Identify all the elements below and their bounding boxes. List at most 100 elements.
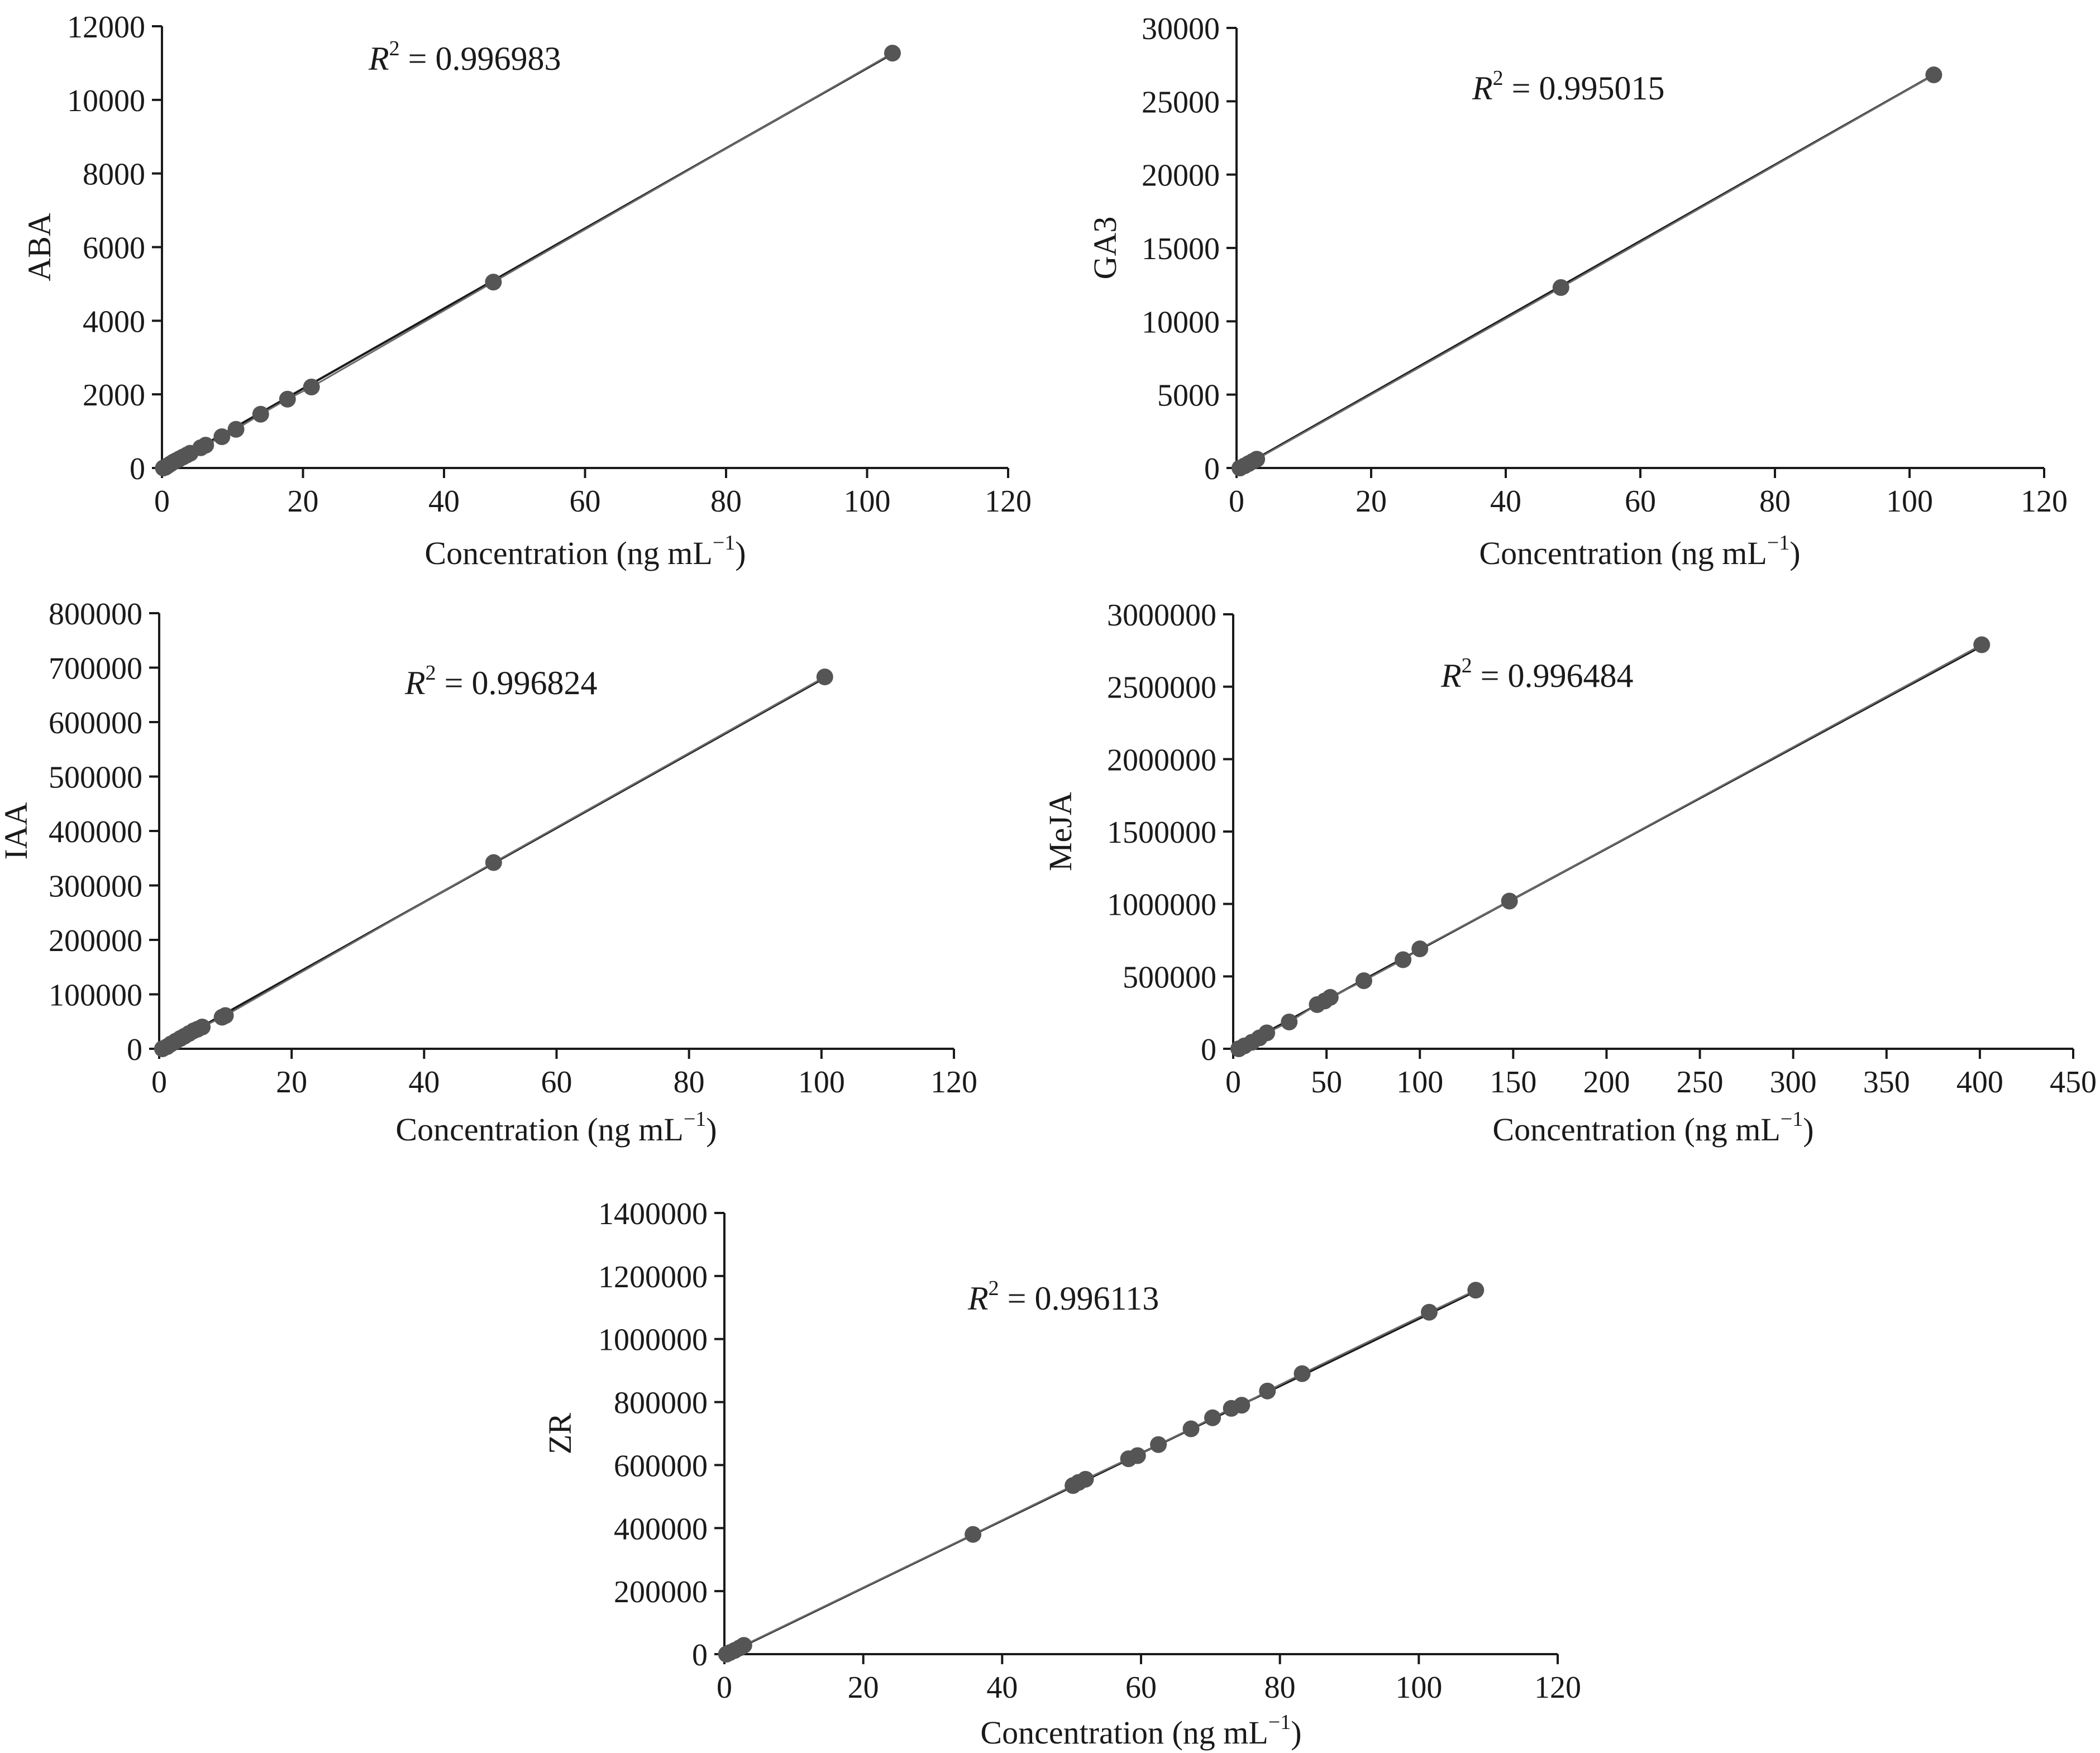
x-tick-label: 40 [428,484,460,519]
y-tick-label: 8000 [83,157,145,192]
y-tick-label: 20000 [1142,159,1220,193]
y-tick-label: 5000 [1157,379,1220,413]
data-point [1150,1436,1167,1453]
x-axis-title: Concentration (ng mL−1) [424,531,746,571]
x-tick-label: 0 [1225,1065,1241,1100]
x-tick-label: 60 [1625,484,1656,519]
r-squared-label: R2 = 0.996484 [1440,654,1634,694]
x-axis-title: Concentration (ng mL−1) [1479,531,1800,571]
data-point [1411,940,1429,958]
x-tick-label: 100 [1886,484,1933,519]
data-point [213,428,231,445]
x-tick-label: 80 [1759,484,1791,519]
x-tick-label: 120 [2021,484,2068,519]
data-point [1204,1409,1221,1426]
r-squared-label: R2 = 0.996824 [404,661,598,701]
panel-zr: 0 20 40 60 80 100 120 0 200000 400000 600000 800000… [542,1197,1581,1751]
x-axis-title-end: ) [1803,1111,1813,1148]
y-tick-label: 400000 [614,1512,708,1546]
data-point [735,1637,752,1654]
data-point [1925,66,1942,84]
data-point [1258,1024,1276,1042]
y-axis-title-meja: MeJA [1042,792,1078,871]
y-tick-label: 600000 [49,706,142,741]
r-squared-label: R2 = 0.995015 [1472,66,1665,107]
x-tick-label: 20 [848,1670,879,1705]
y-tick-label: 6000 [83,231,145,266]
r-squared-value: = 0.996484 [1472,657,1634,694]
data-point [485,854,502,871]
x-axis-title: Concentration (ng mL−1) [1492,1107,1813,1148]
data-point [1420,1303,1438,1321]
y-tick-label: 2500000 [1107,671,1216,705]
x-tick-label: 60 [1125,1670,1157,1705]
x-tick-label: 20 [1356,484,1387,519]
y-tick-label: 1200000 [598,1260,708,1295]
r-squared-value: = 0.995015 [1504,70,1665,107]
y-tick-label: 1500000 [1107,815,1216,850]
x-tick-label: 400 [1956,1065,2003,1100]
panel-aba: 0 20 40 60 80 100 120 0 2000 4000 6000 8000 10000 120… [21,10,1032,571]
y-tick-label: 0 [692,1638,708,1673]
x-tick-label: 0 [1229,484,1244,519]
data-point [227,421,245,438]
y-tick-label: 400000 [49,815,142,849]
panel-meja: 0 50 100 150 200 250 300 350 400 450 0 500000 100000… [1042,598,2097,1148]
y-tick-label: 0 [127,1033,142,1067]
y-tick-label: 600000 [614,1449,708,1483]
data-point [1248,451,1266,468]
y-tick-label: 0 [1204,452,1220,486]
data-point [279,390,296,408]
y-tick-label: 1000000 [1107,888,1216,923]
x-axis-title-text: Concentration (ng mL [1479,535,1767,571]
data-point [884,45,901,62]
x-tick-label: 0 [154,484,170,519]
x-tick-label: 350 [1863,1065,1910,1100]
x-tick-label: 40 [1490,484,1521,519]
data-point [1467,1282,1485,1299]
data-point [485,274,502,291]
r-squared-symbol: R [1472,70,1493,107]
data-point [1501,892,1518,910]
x-tick-label: 40 [408,1065,440,1100]
r-squared-superscript: 2 [989,1277,999,1300]
data-point [1233,1397,1251,1414]
x-tick-label: 60 [570,484,601,519]
data-point [1077,1470,1094,1488]
x-tick-label: 120 [930,1065,977,1100]
y-tick-label: 12000 [67,10,145,45]
x-axis-title-superscript: −1 [684,1107,706,1131]
x-tick-label: 100 [1396,1065,1443,1100]
x-tick-label: 0 [151,1065,167,1100]
y-tick-label: 10000 [67,84,145,118]
y-tick-label: 2000000 [1107,743,1216,777]
x-tick-label: 200 [1583,1065,1630,1100]
y-tick-label: 300000 [49,870,142,904]
x-axis-title-end: ) [735,535,746,571]
x-axis-title-superscript: −1 [713,531,735,555]
data-point [1182,1420,1200,1437]
y-tick-label: 800000 [614,1386,708,1421]
x-axis-title-end: ) [706,1111,717,1148]
y-tick-label: 500000 [49,761,142,795]
data-point [1355,972,1372,990]
y-tick-label: 1000000 [598,1323,708,1358]
data-point [1321,988,1339,1006]
y-axis-title-aba: ABA [21,213,58,281]
x-tick-label: 60 [541,1065,572,1100]
data-point [1259,1382,1276,1399]
y-tick-label: 3000000 [1107,598,1216,633]
x-tick-label: 40 [986,1670,1018,1705]
x-axis-title-superscript: −1 [1767,531,1789,555]
data-point [1395,951,1412,968]
y-tick-label: 700000 [49,652,142,686]
x-tick-label: 80 [1264,1670,1296,1705]
data-point [197,437,214,454]
x-tick-label: 50 [1311,1065,1342,1100]
x-tick-label: 20 [288,484,319,519]
x-tick-label: 450 [2050,1065,2097,1100]
r-squared-superscript: 2 [426,661,436,685]
y-tick-label: 30000 [1142,12,1220,46]
data-series-line [726,1289,1476,1655]
